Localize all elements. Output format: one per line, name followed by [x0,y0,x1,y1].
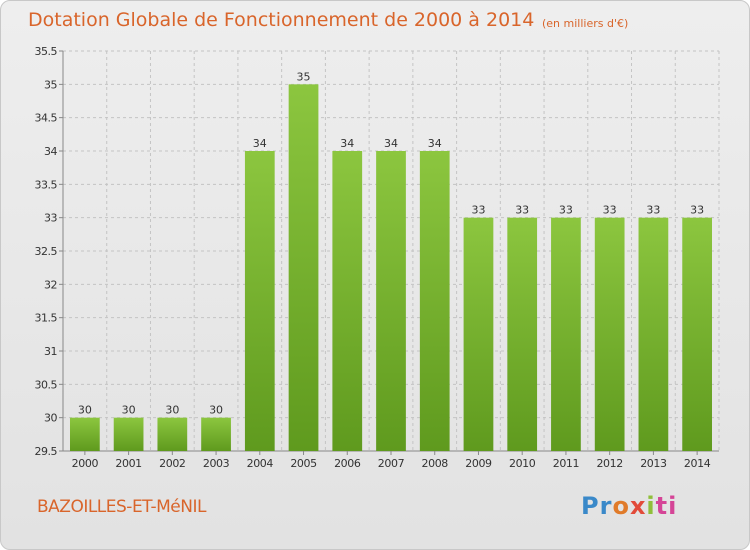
bar-value-label: 34 [384,137,398,150]
logo-part: o [612,492,630,520]
bar-value-label: 30 [78,404,92,417]
proxiti-logo: Proxiti [581,492,677,520]
bar-value-label: 30 [209,404,223,417]
y-tick-label: 31 [44,345,57,358]
chart-title: Dotation Globale de Fonctionnement de 20… [28,9,535,31]
bar [682,217,713,451]
y-tick-label: 30.5 [35,378,58,391]
x-tick-label: 2014 [684,457,711,470]
bar-value-label: 33 [515,204,529,217]
x-tick-label: 2010 [509,457,536,470]
bar-value-label: 35 [297,70,311,83]
bar-value-label: 34 [340,137,354,150]
bar-value-label: 33 [690,204,704,217]
x-tick-label: 2005 [290,457,317,470]
bar [332,151,363,451]
bars [69,84,713,451]
y-tick-label: 31.5 [35,312,58,325]
y-tick-label: 30 [44,412,57,425]
x-tick-label: 2013 [640,457,667,470]
y-tick-label: 35.5 [35,45,58,58]
bar [507,217,538,451]
logo-part: Pr [581,492,613,520]
bar [463,217,494,451]
x-tick-label: 2001 [115,457,141,470]
logo-part: x [629,492,647,520]
bar-value-label: 34 [253,137,267,150]
logo-part: ti [655,492,678,520]
x-tick-label: 2003 [203,457,230,470]
bar [244,151,275,451]
x-tick-label: 2007 [378,457,405,470]
x-tick-label: 2012 [596,457,622,470]
logo-part: i [646,492,656,520]
bar-value-label: 33 [603,204,617,217]
bar-value-label: 33 [646,204,660,217]
bar [419,151,450,451]
x-tick-label: 2002 [159,457,185,470]
bar-value-label: 30 [122,404,136,417]
bar [288,84,319,451]
y-tick-label: 33 [44,212,57,225]
bar [551,217,581,451]
y-tick-label: 32.5 [35,245,58,258]
bar [113,417,144,451]
bar [69,417,100,451]
y-tick-label: 35 [44,78,57,91]
x-tick-label: 2011 [553,457,579,470]
y-tick-label: 32 [44,278,57,291]
y-tick-label: 33.5 [35,178,58,191]
x-tick-label: 2004 [247,457,274,470]
bar [376,151,406,451]
chart-unit: (en milliers d'€) [542,17,629,30]
bar-value-label: 33 [559,204,573,217]
bar [201,417,231,451]
x-tick-label: 2000 [72,457,99,470]
commune-name: BAZOILLES-ET-MéNIL [37,497,206,517]
bar-value-label: 30 [165,404,179,417]
y-tick-label: 34.5 [35,112,58,125]
x-tick-label: 2008 [422,457,449,470]
x-tick-label: 2009 [465,457,492,470]
bar [594,217,625,451]
y-tick-label: 29.5 [35,445,58,458]
labels: 29.5 30 30.5 31 31.5 32 32.5 33 33.5 34 34.5 35 35.5… [35,45,712,470]
x-tick-label: 2006 [334,457,361,470]
bar [638,217,669,451]
bar [157,417,188,451]
bar-value-label: 34 [428,137,442,150]
y-tick-label: 34 [44,145,57,158]
bar-value-label: 33 [471,204,485,217]
